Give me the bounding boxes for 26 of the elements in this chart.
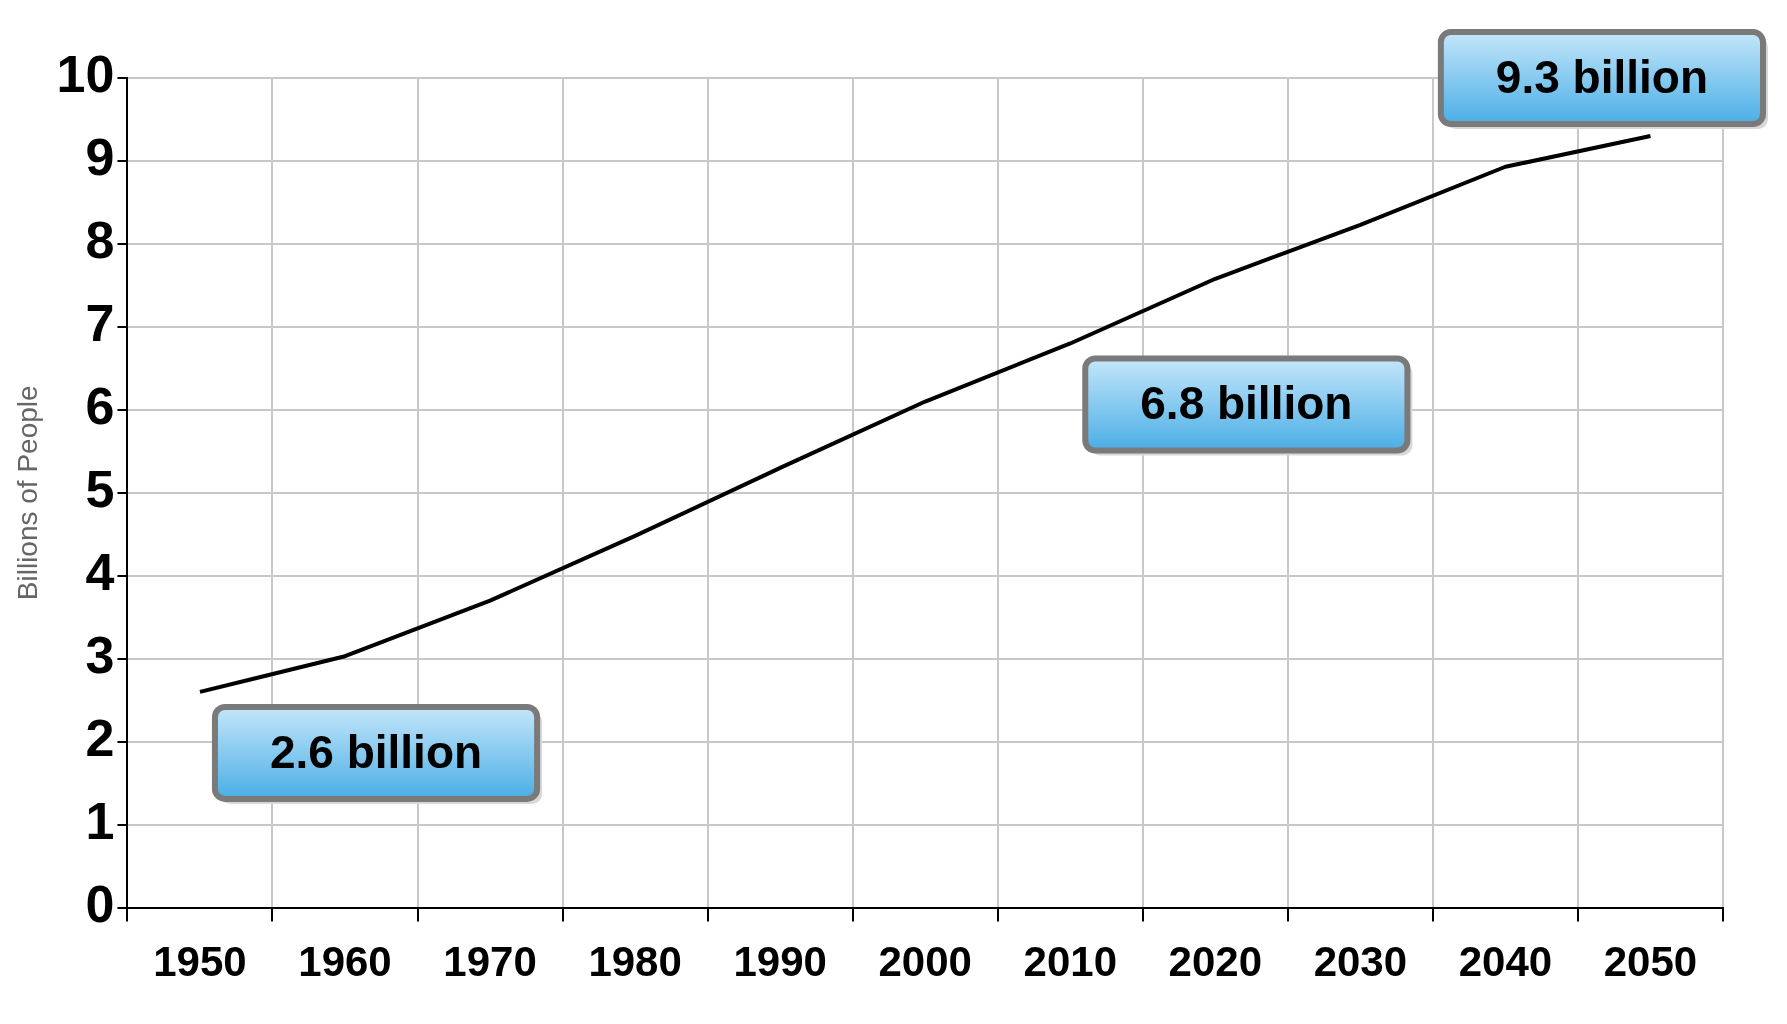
y-tick-label: 0 [85, 874, 115, 933]
y-axis-title: Billions of People [11, 385, 43, 601]
x-tick-label: 1990 [733, 938, 827, 986]
x-tick-label: 1970 [443, 938, 537, 986]
y-tick-label: 10 [56, 45, 115, 104]
annotation: 6.8 billion [1140, 377, 1353, 430]
y-tick-label: 2 [85, 709, 115, 768]
x-tick-label: 2020 [1168, 938, 1263, 986]
y-tick-label: 3 [85, 626, 115, 685]
y-tick-label: 6 [85, 377, 115, 436]
x-tick-label: 2040 [1458, 938, 1553, 986]
x-tick-label: 2010 [1023, 938, 1117, 986]
x-tick-label: 1960 [298, 938, 392, 986]
y-tick-label: 7 [85, 294, 115, 353]
x-tick-label: 2000 [878, 938, 972, 986]
y-tick-label: 4 [85, 543, 115, 602]
y-tick-label: 8 [85, 211, 115, 270]
y-tick-label: 5 [85, 460, 115, 519]
y-tick-label: 1 [85, 791, 115, 850]
y-tick-label: 9 [85, 128, 115, 187]
x-tick-label: 2030 [1313, 938, 1408, 986]
annotation: 9.3 billion [1495, 50, 1709, 103]
x-tick-label: 1980 [588, 938, 682, 986]
x-tick-label: 1950 [153, 938, 247, 986]
x-tick-label: 2050 [1603, 938, 1698, 986]
annotation: 2.6 billion [269, 725, 483, 778]
